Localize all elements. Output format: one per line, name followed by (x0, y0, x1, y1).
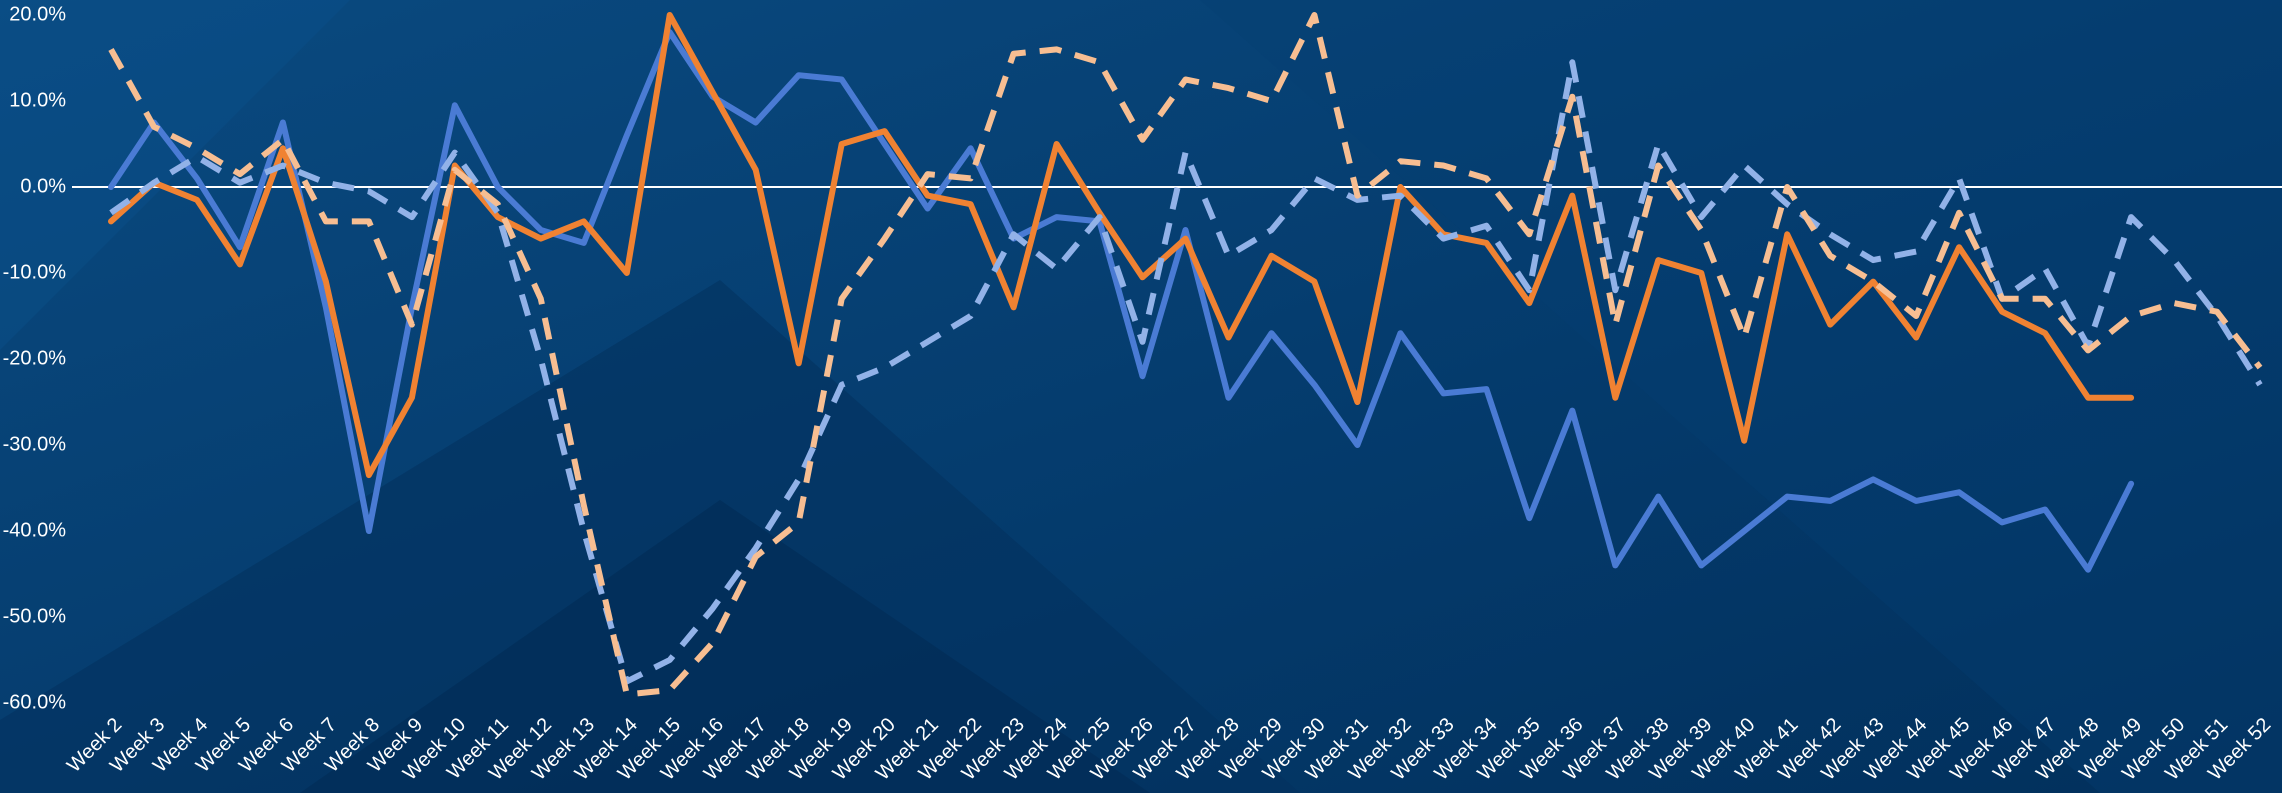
y-tick-label: -60.0% (3, 691, 67, 713)
y-tick-label: -20.0% (3, 347, 67, 369)
decoration (0, 0, 350, 350)
y-tick-label: -30.0% (3, 433, 67, 455)
decoration (1200, 0, 2282, 793)
series-line (108, 12, 2263, 698)
y-tick-label: -50.0% (3, 605, 67, 627)
decoration (300, 500, 1150, 793)
series-line (109, 59, 2263, 685)
y-tick-label: 20.0% (9, 3, 66, 25)
series-line (108, 29, 2135, 573)
y-tick-label: 0.0% (20, 175, 66, 197)
y-tick-label: -10.0% (3, 261, 67, 283)
decoration (0, 280, 1300, 793)
y-tick-label: 10.0% (9, 89, 66, 111)
y-tick-label: -40.0% (3, 519, 67, 541)
